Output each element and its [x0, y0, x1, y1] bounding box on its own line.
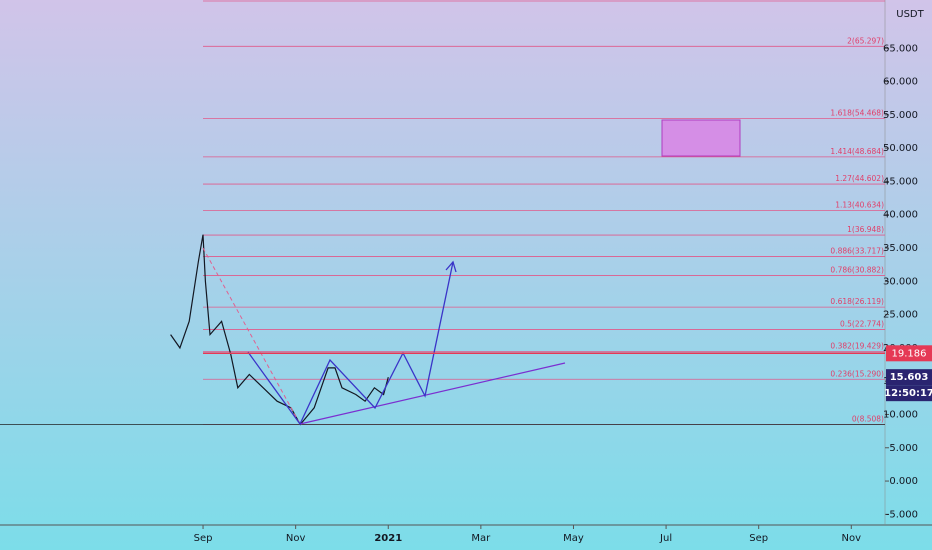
y-tick-label: -5.000: [886, 509, 918, 520]
y-tick-label: 45.000: [883, 176, 918, 187]
y-tick-label: 30.000: [883, 276, 918, 287]
unit-label: USDT: [896, 9, 924, 20]
fib-label: 0.886(33.717): [830, 247, 884, 256]
projection-path: [247, 261, 454, 426]
y-tick-label: 65.000: [883, 43, 918, 54]
y-tick-label: 55.000: [883, 110, 918, 121]
last-price-label: 15.603: [890, 372, 929, 383]
price: [170, 234, 389, 426]
fib-label: 1.13(40.634): [835, 201, 884, 210]
last-price-tag: [886, 369, 932, 386]
x-tick-label: 2021: [374, 533, 402, 544]
projection-arrow: [445, 260, 457, 273]
y-tick-label: 10.000: [883, 409, 918, 420]
fib-label: 1.414(48.684): [830, 147, 884, 156]
fib-label: 0.5(22.774): [840, 319, 884, 328]
y-tick-label: 50.000: [883, 143, 918, 154]
x-tick-label: Mar: [471, 533, 491, 544]
fib-label: 0.618(26.119): [830, 297, 884, 306]
y-tick-label: 25.000: [883, 310, 918, 321]
y-tick-label: 0.000: [889, 476, 918, 487]
y-tick-label: 40.000: [883, 210, 918, 221]
alert-tag: [886, 345, 932, 362]
fib-label: 1(36.948): [847, 225, 884, 234]
target-box: [661, 119, 741, 157]
fib-label: 2(65.297): [847, 36, 884, 45]
fib-label: 0(8.508): [852, 414, 884, 423]
x-tick-label: Sep: [194, 533, 213, 544]
trendline: [299, 362, 566, 425]
x-tick-label: Sep: [749, 533, 768, 544]
price-line: [170, 234, 389, 426]
countdown-label: 12:50:17: [884, 388, 932, 399]
x-tick-label: Jul: [659, 533, 672, 544]
fib-label: 1.27(44.602): [835, 174, 884, 183]
fib-levels: 2.24(72.100)2(65.297)1.618(54.468)1.414(…: [0, 0, 885, 425]
x-tick-label: Nov: [286, 533, 306, 544]
y-tick-label: 60.000: [883, 77, 918, 88]
countdown-tag: [886, 385, 932, 402]
fib-label: 0.786(30.882): [830, 265, 884, 274]
y-tick-label: 5.000: [889, 443, 918, 454]
fib-label: 0.382(19.429): [830, 342, 884, 351]
fib-label: 1.618(54.468): [830, 108, 884, 117]
fib-label: 0.236(15.290): [830, 369, 884, 378]
x-tick-label: May: [563, 533, 584, 544]
alert-tag-label: 19.186: [892, 348, 927, 359]
dashed-trend: [202, 247, 301, 425]
x-tick-label: Nov: [842, 533, 862, 544]
y-tick-label: 35.000: [883, 243, 918, 254]
